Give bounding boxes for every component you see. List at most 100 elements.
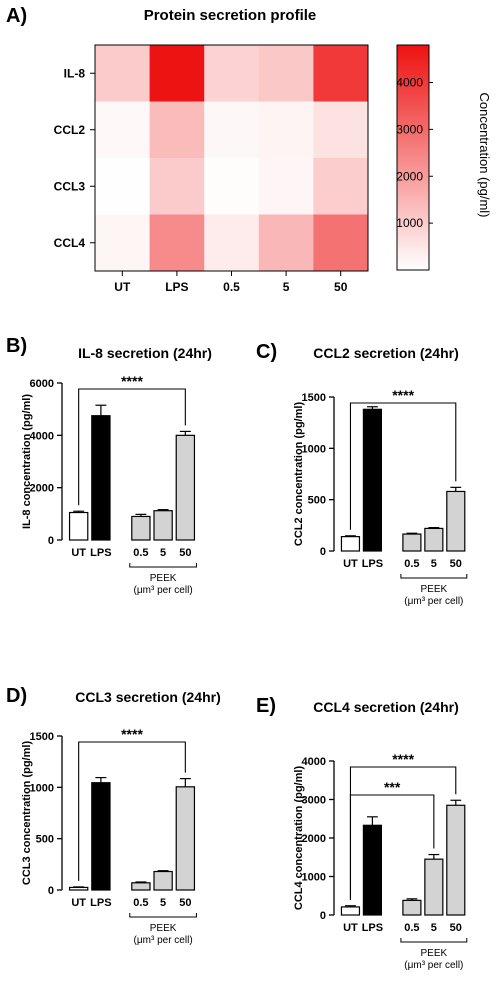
bar	[446, 804, 466, 916]
panel-c: C) CCL2 secretion (24hr) 0 500 1000 1500CCL…	[256, 341, 468, 607]
heatmap-cell	[313, 45, 369, 102]
group-label: PEEK	[421, 948, 448, 959]
chart-title: CCL3 secretion (24hr)	[75, 689, 220, 705]
panel-label: D)	[6, 685, 27, 707]
group-sublabel: (μm³ per cell)	[404, 960, 463, 971]
colorbar-label: Concentration (pg/ml)	[477, 93, 492, 218]
significance-label: ***	[384, 779, 401, 795]
chart-title: CCL4 secretion (24hr)	[313, 699, 458, 715]
x-tick-label: UT	[71, 547, 86, 559]
significance-bracket	[349, 794, 435, 900]
heatmap-cell	[95, 158, 151, 215]
y-tick-label: 2000	[30, 483, 54, 495]
panel-label: B)	[6, 335, 27, 357]
significance-label: ****	[121, 373, 143, 389]
heatmap-cell	[258, 101, 314, 159]
y-tick-label: 0	[48, 885, 54, 897]
y-tick-label: 4000	[30, 430, 54, 442]
bar	[402, 899, 422, 916]
panel-label: E)	[256, 695, 276, 717]
significance-bracket	[78, 741, 186, 881]
group-bracket	[129, 563, 197, 568]
panel-label: A)	[6, 5, 27, 27]
y-tick-label: 500	[308, 495, 326, 507]
y-tick-label: 0	[320, 546, 326, 558]
heatmap-cell	[204, 101, 260, 159]
heatmap: IL-8 CCL2 CCL3 CCL4 UT LPS 0.5 5 50	[54, 44, 369, 294]
colorbar-tick-label: 3000	[396, 122, 423, 136]
significance-label: ****	[392, 387, 414, 403]
bar	[362, 824, 382, 916]
bar	[340, 906, 361, 916]
colorbar-tick-label: 2000	[396, 169, 423, 183]
y-tick-label: 6000	[30, 378, 54, 390]
group-sublabel: (μm³ per cell)	[404, 596, 463, 607]
heatmap-cell	[313, 101, 369, 159]
column-label: LPS	[165, 280, 188, 294]
bar	[153, 510, 173, 541]
heatmap-cell	[313, 214, 369, 272]
group-bracket	[400, 938, 468, 943]
group-label: PEEK	[421, 584, 448, 595]
y-axis-label: CCL2 concentration (pg/ml)	[293, 402, 305, 547]
y-tick-label: 3000	[302, 795, 326, 807]
bar	[131, 882, 151, 891]
y-tick-label: 500	[36, 834, 54, 846]
bar	[362, 408, 382, 552]
x-tick-label: UT	[71, 897, 86, 909]
column-label: 50	[334, 280, 348, 294]
y-tick-label: 1000	[302, 872, 326, 884]
heatmap-cell	[204, 45, 260, 102]
group-bracket	[400, 574, 468, 579]
significance-label: ****	[121, 726, 143, 742]
group-sublabel: (μm³ per cell)	[134, 585, 193, 596]
bar	[91, 415, 111, 541]
bar	[340, 536, 361, 552]
x-tick-label: 50	[450, 922, 462, 934]
heatmap-cell	[204, 158, 260, 215]
heatmap-cell	[258, 214, 314, 272]
panel-b: B) IL-8 secretion (24hr) 0 2000 4000 6000 IL…	[6, 335, 212, 596]
heatmap-cell	[204, 214, 260, 272]
x-tick-label: LPS	[362, 922, 383, 934]
x-tick-label: 5	[160, 897, 166, 909]
heatmap-cell	[149, 214, 205, 272]
heatmap-cell	[95, 45, 151, 102]
chart-title: IL-8 secretion (24hr)	[78, 345, 212, 361]
column-label: UT	[114, 280, 131, 294]
x-tick-label: 0.5	[133, 547, 148, 559]
bar	[424, 527, 444, 552]
group-sublabel: (μm³ per cell)	[134, 935, 193, 946]
x-tick-label: 50	[450, 558, 462, 570]
row-label: CCL3	[54, 179, 86, 193]
significance-label: ****	[392, 751, 414, 767]
y-axis-label: IL-8 concentration (pg/ml)	[21, 394, 33, 529]
x-tick-label: 5	[431, 922, 437, 934]
row-label: CCL2	[54, 123, 86, 137]
heatmap-cell	[95, 101, 151, 159]
y-axis-label: CCL4 concentration (pg/ml)	[293, 766, 305, 911]
y-tick-label: 1000	[302, 443, 326, 455]
x-tick-label: 0.5	[404, 558, 419, 570]
bar	[424, 858, 444, 916]
colorbar-tick-label: 4000	[396, 76, 423, 90]
bar	[68, 511, 89, 541]
bar	[175, 786, 196, 891]
x-tick-label: UT	[343, 922, 358, 934]
panel-label: C)	[256, 341, 277, 363]
x-tick-label: 50	[179, 547, 191, 559]
row-label: IL-8	[64, 66, 86, 80]
panel-a: A) Protein secretion profile IL-8 CCL2 CCL…	[6, 5, 492, 294]
row-label: CCL4	[54, 236, 86, 250]
y-tick-label: 0	[48, 535, 54, 547]
y-tick-label: 1500	[30, 731, 54, 743]
bar	[153, 870, 173, 891]
panel-e: E) CCL4 secretion (24hr) 0 1000 2000 3000 40…	[256, 695, 468, 971]
chart-title: Protein secretion profile	[144, 7, 317, 24]
bar	[68, 886, 89, 891]
y-tick-label: 4000	[302, 756, 326, 768]
x-tick-label: LPS	[90, 547, 111, 559]
y-tick-label: 2000	[302, 833, 326, 845]
bar	[175, 434, 196, 541]
